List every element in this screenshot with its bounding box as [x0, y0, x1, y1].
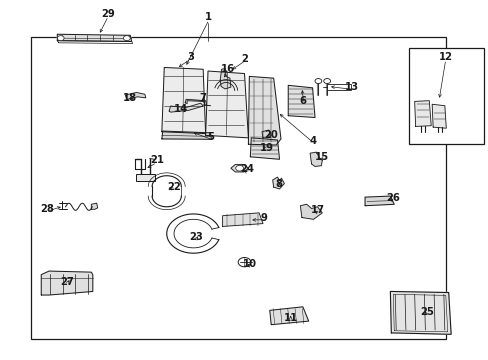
Polygon shape	[125, 93, 145, 100]
Circle shape	[235, 165, 243, 171]
Polygon shape	[248, 76, 281, 145]
Text: 29: 29	[102, 9, 115, 19]
Polygon shape	[222, 213, 263, 226]
Text: 20: 20	[264, 130, 278, 140]
Text: 10: 10	[242, 259, 256, 269]
Text: 6: 6	[299, 96, 305, 107]
Text: 26: 26	[385, 193, 399, 203]
Text: 23: 23	[189, 232, 203, 242]
Circle shape	[323, 78, 330, 84]
Text: 5: 5	[206, 132, 214, 142]
Text: 4: 4	[308, 136, 315, 146]
Circle shape	[314, 78, 321, 84]
Polygon shape	[162, 131, 211, 139]
Polygon shape	[272, 177, 284, 189]
Text: 16: 16	[220, 64, 234, 74]
Polygon shape	[389, 292, 450, 334]
Text: 24: 24	[240, 164, 253, 174]
Circle shape	[238, 257, 250, 267]
Bar	[136, 174, 154, 181]
Polygon shape	[309, 152, 322, 166]
Text: 8: 8	[274, 179, 282, 189]
Text: 1: 1	[204, 13, 211, 22]
Circle shape	[123, 36, 130, 41]
Bar	[408, 48, 483, 144]
Polygon shape	[41, 271, 93, 295]
Polygon shape	[250, 138, 279, 159]
Text: 9: 9	[260, 212, 267, 222]
Polygon shape	[91, 203, 98, 209]
Text: 2: 2	[241, 54, 247, 64]
Text: 21: 21	[150, 156, 163, 165]
Polygon shape	[414, 101, 430, 126]
Text: 13: 13	[344, 82, 358, 92]
Text: 11: 11	[283, 312, 297, 323]
Polygon shape	[169, 103, 203, 112]
Polygon shape	[269, 307, 308, 325]
Text: 14: 14	[174, 104, 188, 113]
Polygon shape	[162, 67, 205, 134]
Text: 18: 18	[123, 93, 137, 103]
Polygon shape	[431, 104, 446, 128]
Text: 19: 19	[259, 143, 273, 153]
Text: 25: 25	[419, 307, 433, 317]
Text: 22: 22	[167, 182, 181, 192]
Text: 3: 3	[187, 52, 194, 62]
Polygon shape	[185, 99, 206, 105]
Polygon shape	[365, 196, 393, 206]
Polygon shape	[300, 204, 322, 219]
Polygon shape	[262, 130, 271, 138]
Circle shape	[57, 36, 64, 41]
Polygon shape	[287, 85, 314, 117]
Text: 27: 27	[60, 277, 74, 287]
Text: 15: 15	[315, 152, 329, 162]
Bar	[30, 37, 446, 339]
Polygon shape	[57, 34, 131, 41]
Polygon shape	[230, 165, 248, 172]
Text: 12: 12	[438, 52, 452, 62]
Text: 17: 17	[310, 205, 324, 215]
Polygon shape	[220, 68, 230, 89]
Bar	[326, 84, 351, 90]
Polygon shape	[205, 71, 248, 138]
Text: 28: 28	[41, 203, 54, 213]
Text: 7: 7	[199, 93, 206, 103]
